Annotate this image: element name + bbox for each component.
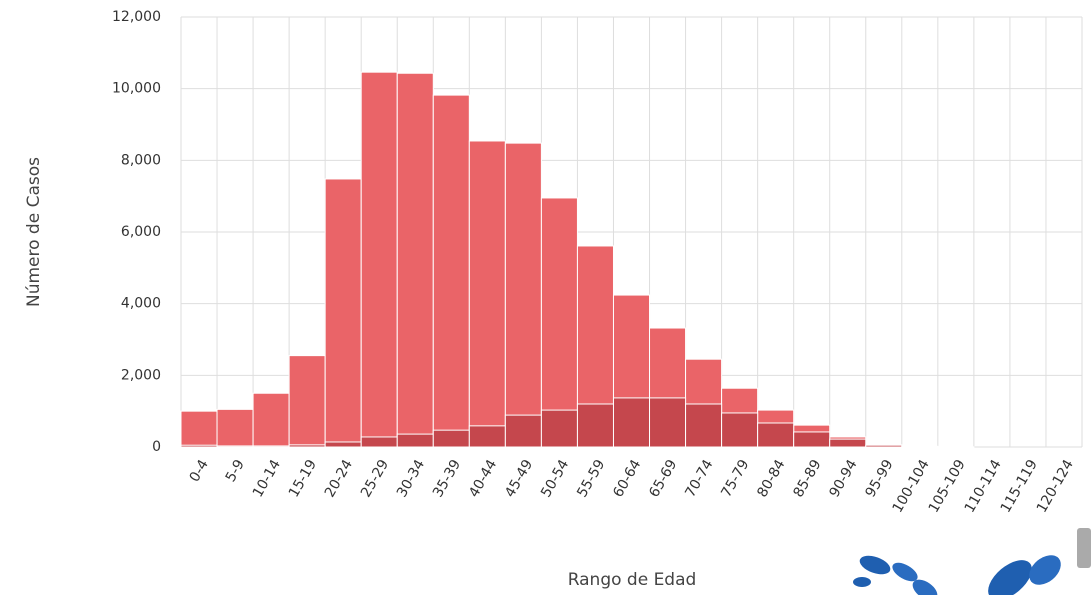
x-tick-label: 0-4 — [187, 457, 212, 485]
y-tick-label: 6,000 — [121, 224, 161, 240]
bar — [649, 397, 687, 448]
bar — [252, 392, 290, 448]
bar — [180, 444, 218, 448]
x-tick-label: 35-39 — [430, 457, 464, 500]
bar — [324, 178, 362, 448]
x-tick-label: 55-59 — [574, 457, 608, 500]
y-tick-label: 4,000 — [121, 296, 161, 312]
x-tick-label: 65-69 — [646, 457, 680, 500]
x-tick-label: 15-19 — [286, 457, 320, 500]
x-axis-title: Rango de Edad — [568, 570, 697, 590]
x-tick-label: 75-79 — [718, 457, 752, 500]
bar — [288, 355, 326, 448]
bar — [793, 431, 831, 448]
bar — [360, 436, 398, 448]
bar — [468, 140, 506, 448]
bar — [432, 429, 470, 448]
bar — [396, 433, 434, 448]
bar — [324, 441, 362, 448]
x-tick-label: 95-99 — [863, 457, 897, 500]
x-tick-label: 10-14 — [250, 457, 284, 500]
y-axis-title: Número de Casos — [24, 157, 44, 307]
bar — [216, 408, 254, 448]
x-tick-label: 20-24 — [322, 457, 356, 500]
y-tick-label: 10,000 — [112, 81, 161, 97]
x-tick-label: 50-54 — [538, 457, 572, 500]
bar — [504, 414, 542, 448]
x-tick-label: 45-49 — [502, 457, 536, 500]
bar — [216, 445, 254, 448]
bar — [612, 397, 651, 448]
y-tick-label: 0 — [152, 439, 161, 455]
y-tick-label: 8,000 — [121, 152, 161, 168]
bar — [180, 410, 218, 448]
x-tick-label: 80-84 — [754, 457, 788, 500]
x-tick-label: 60-64 — [610, 457, 644, 500]
y-tick-label: 12,000 — [112, 9, 161, 25]
bar — [576, 403, 614, 448]
bar — [504, 142, 542, 448]
bar — [685, 403, 723, 448]
bar — [396, 72, 434, 448]
bar — [468, 425, 506, 448]
bar — [829, 438, 867, 448]
logo — [853, 528, 1091, 595]
x-tick-label: 90-94 — [826, 457, 860, 500]
bar — [721, 412, 759, 448]
x-tick-label: 5-9 — [223, 457, 248, 485]
bar — [540, 197, 578, 448]
bar — [865, 444, 903, 448]
bar — [288, 444, 326, 448]
bar — [757, 422, 795, 448]
y-tick-label: 2,000 — [121, 367, 161, 383]
bar — [540, 409, 578, 448]
bar — [252, 445, 290, 448]
bar — [360, 71, 398, 448]
bar — [432, 94, 470, 448]
x-tick-label: 40-44 — [466, 457, 500, 500]
x-tick-label: 30-34 — [394, 457, 428, 500]
x-tick-label: 25-29 — [358, 457, 392, 500]
x-tick-label: 85-89 — [790, 457, 824, 500]
x-tick-label: 70-74 — [682, 457, 716, 500]
